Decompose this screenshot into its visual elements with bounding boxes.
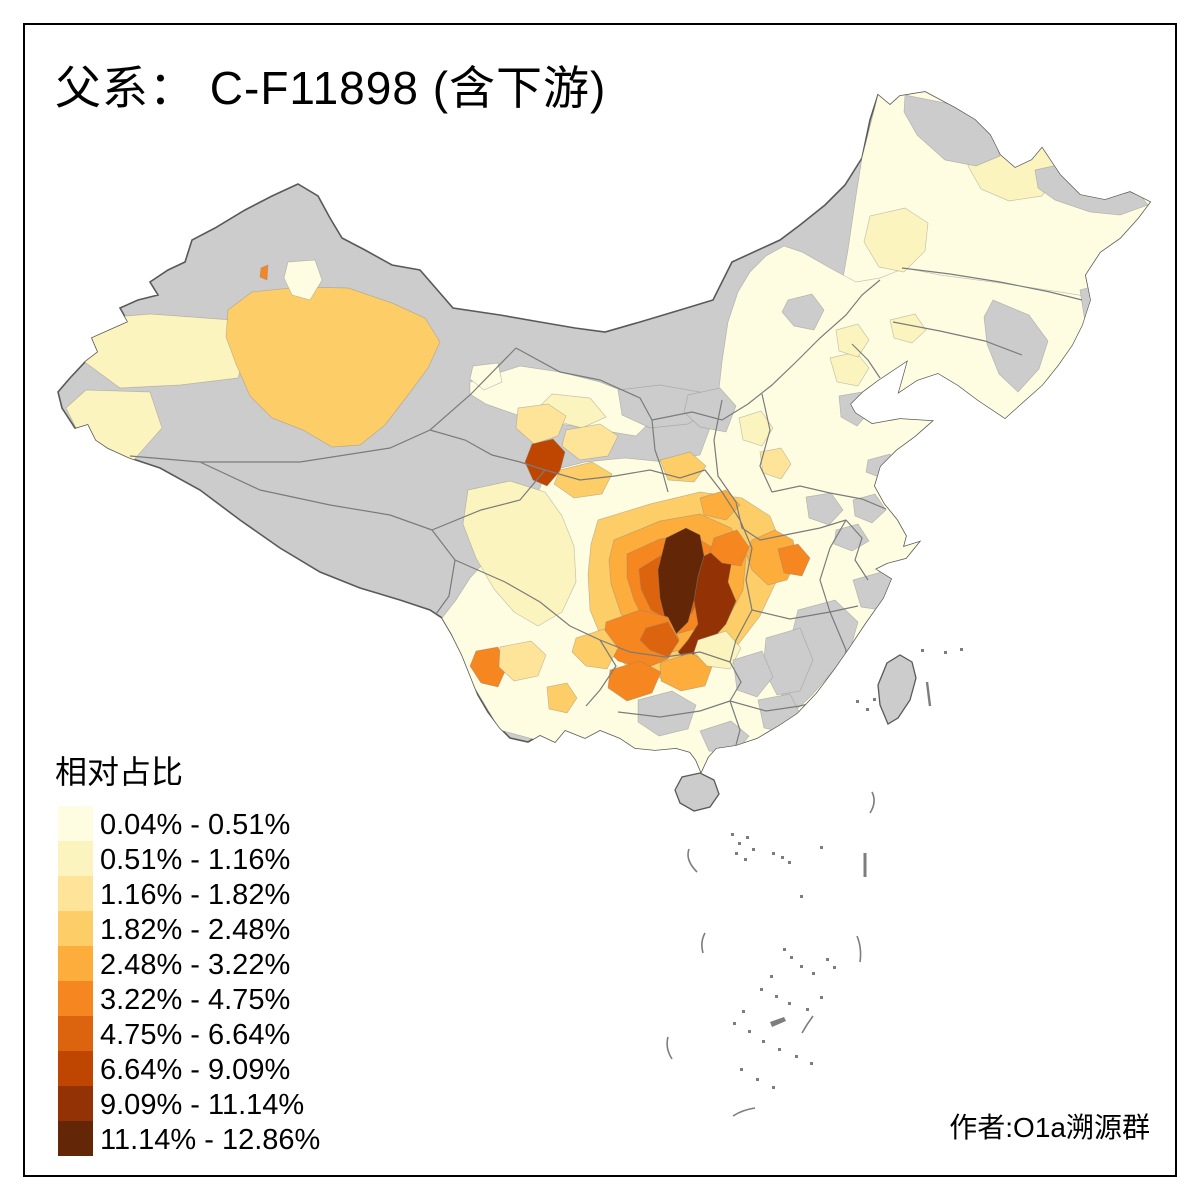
qinghai-haidong-tan-region xyxy=(515,403,567,445)
wanzhou-orange-region xyxy=(709,529,750,567)
legend-label-3: 1.82% - 2.48% xyxy=(100,914,290,946)
west-sichuan-pale-region xyxy=(462,480,577,627)
legend-swatch-4 xyxy=(58,946,93,981)
islands xyxy=(674,654,917,812)
guizhou-west-orange-region xyxy=(607,660,662,702)
legend: 0.04% - 0.51%0.51% - 1.16%1.16% - 1.82%1… xyxy=(58,806,320,1156)
guangxi-nodata-1-region xyxy=(637,690,697,737)
lanzhou-tan-region xyxy=(561,423,619,461)
gansu-linxia-region xyxy=(524,438,566,487)
liaoning-pale-region xyxy=(835,323,870,358)
yunnan-south-spot-region xyxy=(546,682,578,714)
legend-label-1: 0.51% - 1.16% xyxy=(100,844,290,876)
legend-swatch-3 xyxy=(58,911,93,946)
guanzhong-tan-region xyxy=(659,451,707,483)
southeast-hunan-nodata-region xyxy=(732,650,774,698)
daqing-pale-region xyxy=(863,207,929,273)
credit-text: 作者:O1a溯源群 xyxy=(949,1112,1150,1143)
legend-label-4: 2.48% - 3.22% xyxy=(100,949,290,981)
yunnan-west-orange-region xyxy=(469,646,508,688)
legend-swatch-9 xyxy=(58,1121,93,1156)
panzhihua-tan-region xyxy=(571,628,619,670)
anhui-nodata-1-region xyxy=(852,493,887,524)
legend-swatch-6 xyxy=(58,1016,93,1051)
xinjiang-aksu-region xyxy=(79,313,249,389)
south-china-sea-dashes xyxy=(666,648,963,1117)
ne-sichuan-darkest-region xyxy=(657,527,705,635)
legend-swatch-1 xyxy=(58,841,93,876)
taiwan-island xyxy=(877,654,917,725)
islet-specks xyxy=(731,648,963,1089)
legend-label-0: 0.04% - 0.51% xyxy=(100,809,290,841)
hubei-west-spot-region xyxy=(777,543,811,577)
page-title: 父系： C-F11898 (含下游) xyxy=(55,62,606,114)
legend-label-6: 4.75% - 6.64% xyxy=(100,1019,290,1051)
legend-label-8: 9.09% - 11.14% xyxy=(100,1089,304,1121)
legend-swatch-0 xyxy=(58,806,93,841)
legend-swatch-7 xyxy=(58,1051,93,1086)
hainan-island xyxy=(674,772,720,812)
legend-label-5: 3.22% - 4.75% xyxy=(100,984,290,1016)
hebei-north-nodata-region xyxy=(781,293,825,331)
legend-swatch-8 xyxy=(58,1086,93,1121)
xinjiang-bayingolin-region xyxy=(225,286,441,448)
north-shaanxi-nodata-region xyxy=(683,387,737,433)
jilin-pale-spot-region xyxy=(889,313,927,344)
hubei-center-tan-region xyxy=(759,447,792,480)
xinjiang-altay-dot-region xyxy=(259,264,269,281)
yunnan-tan-region xyxy=(498,640,547,682)
hunan-west-pale-region xyxy=(693,630,742,670)
legend-label-7: 6.64% - 9.09% xyxy=(100,1054,290,1086)
choropleth-regions xyxy=(65,92,1150,772)
hubei-north-nodata-region xyxy=(805,492,844,526)
northeast-nodata-4-region xyxy=(983,299,1049,393)
legend-swatch-2 xyxy=(58,876,93,911)
legend-title: 相对占比 xyxy=(55,754,183,790)
legend-label-9: 11.14% - 12.86% xyxy=(100,1124,320,1156)
legend-swatch-5 xyxy=(58,981,93,1016)
xinjiang-cream-spot-region xyxy=(283,259,323,301)
plot-frame xyxy=(23,23,1177,1177)
legend-label-2: 1.16% - 1.82% xyxy=(100,879,290,911)
